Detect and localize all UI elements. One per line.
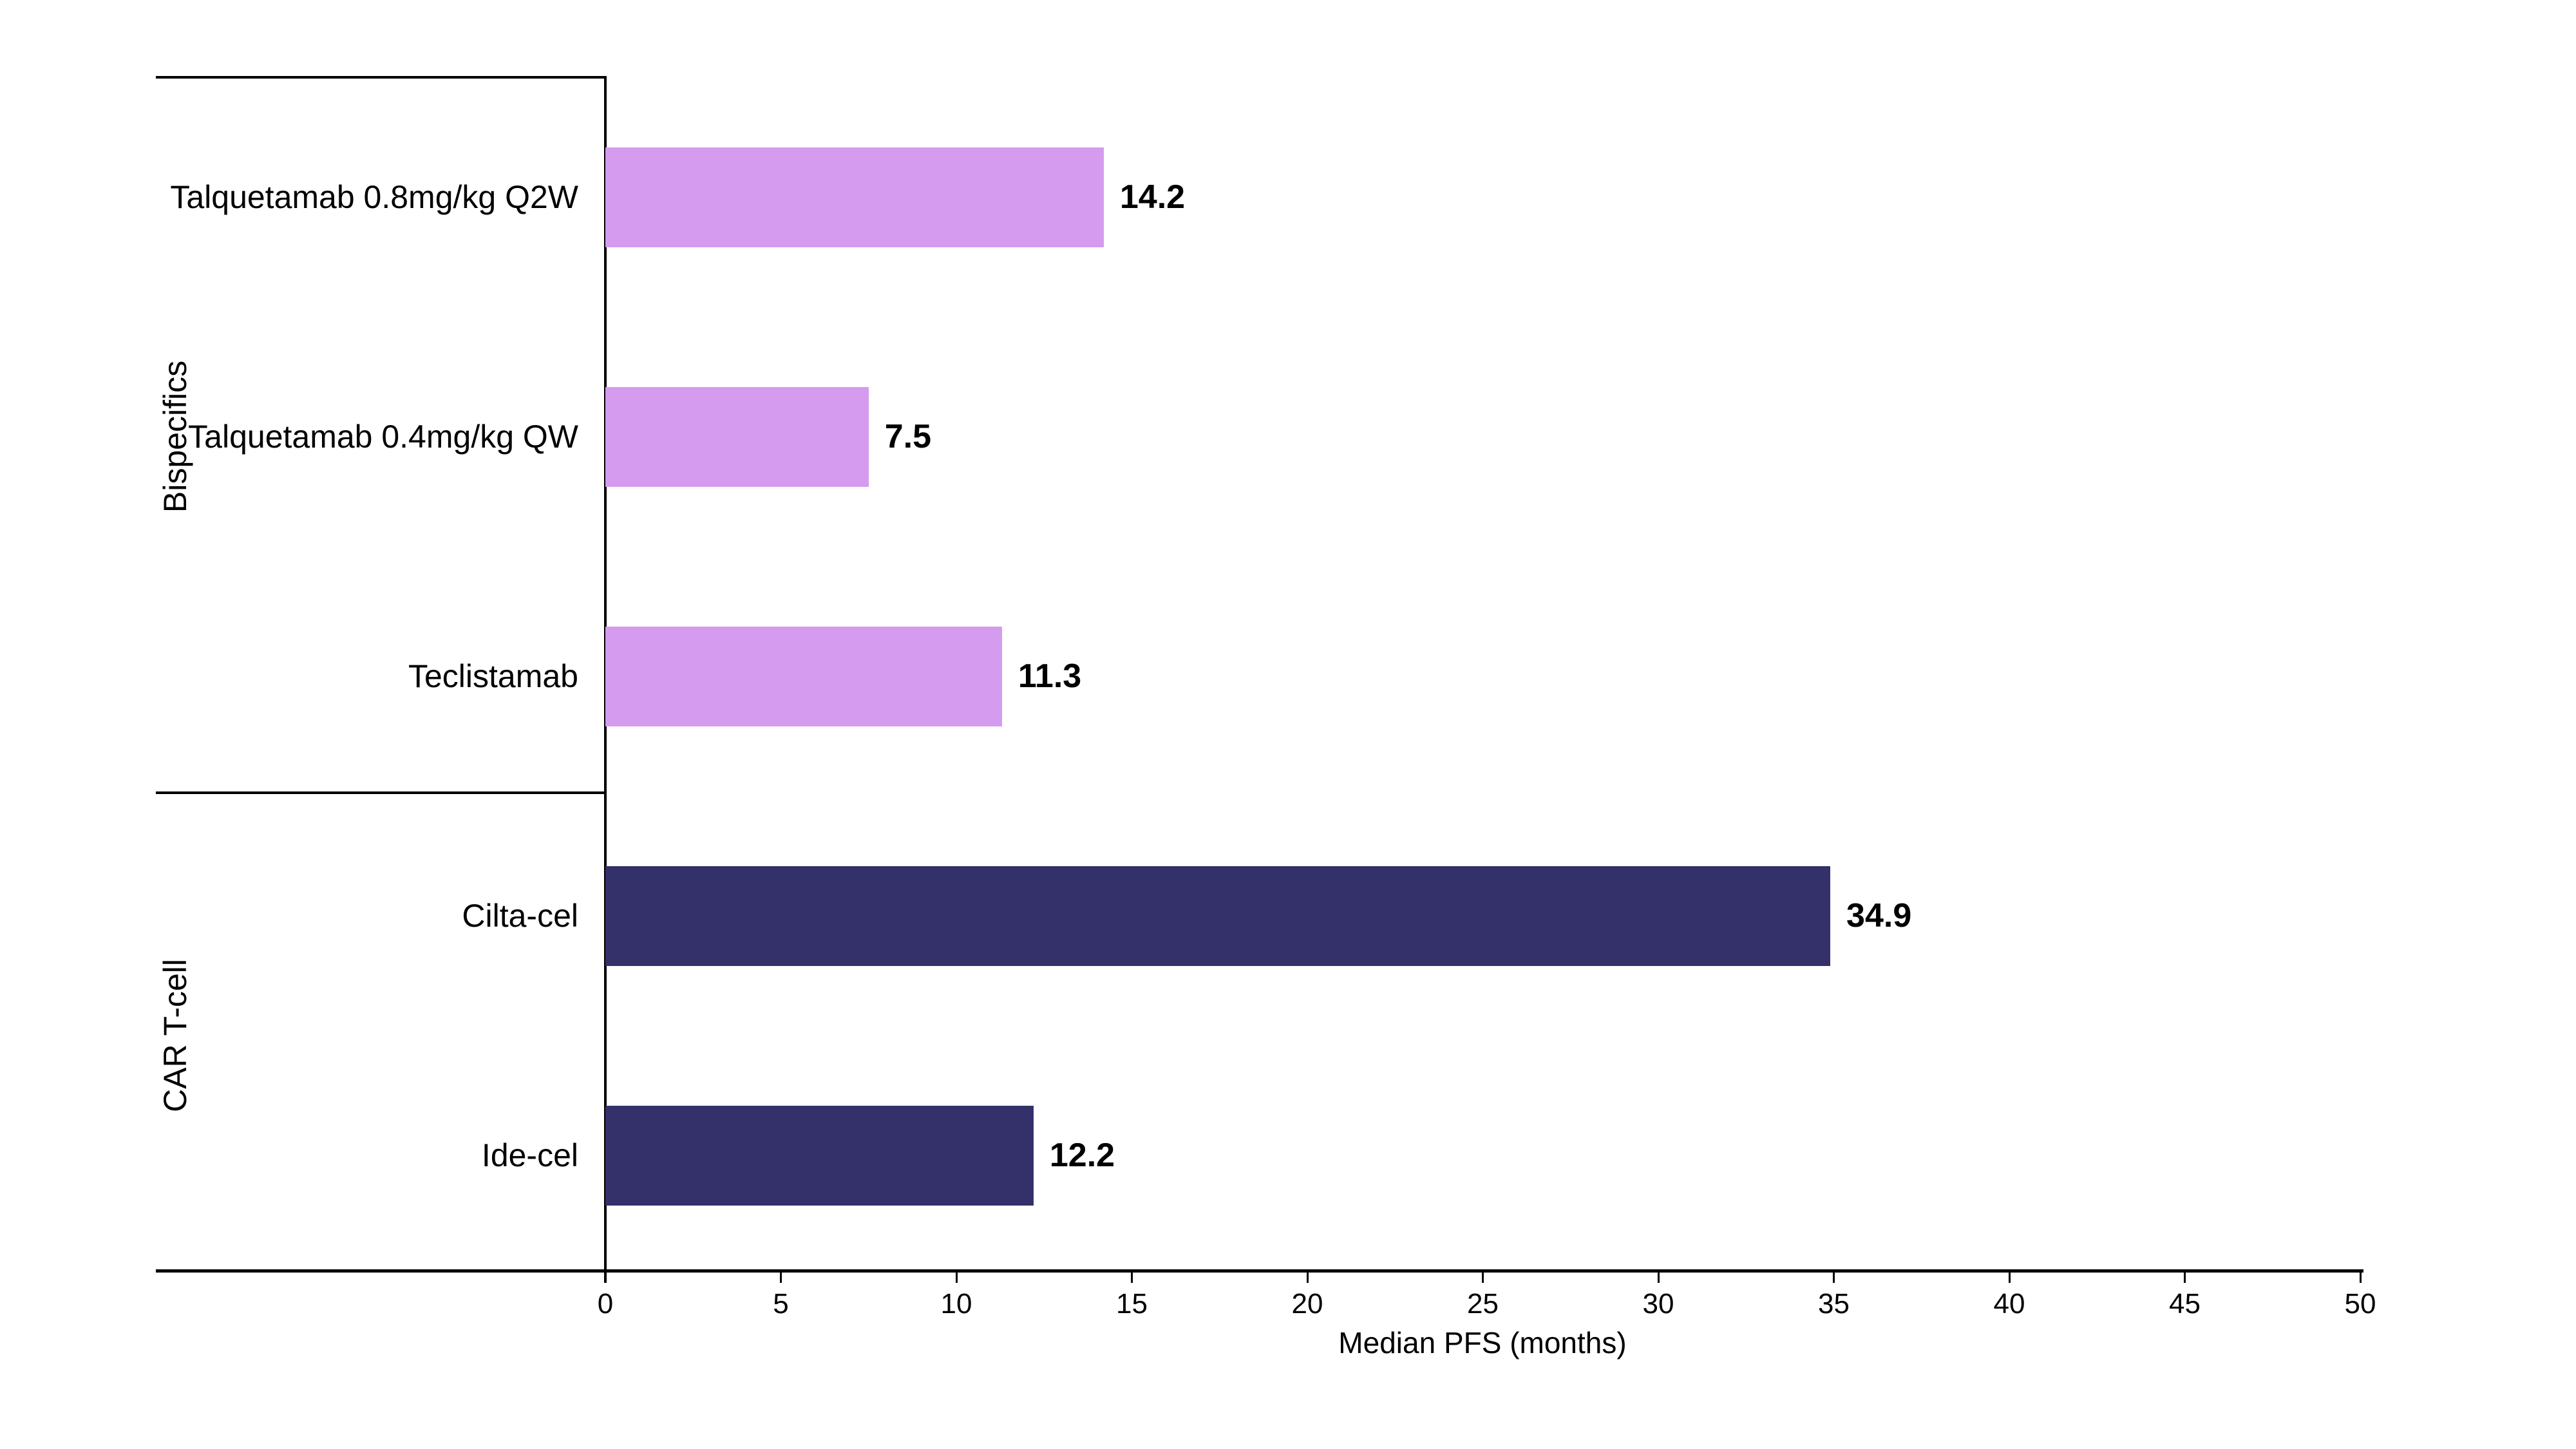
category-label: Ide-cel bbox=[481, 1137, 578, 1173]
x-tick-label: 0 bbox=[597, 1288, 614, 1320]
bar bbox=[605, 1105, 1034, 1206]
x-tick-label: 30 bbox=[1642, 1288, 1674, 1320]
x-tick-label: 15 bbox=[1116, 1288, 1148, 1320]
x-tick bbox=[780, 1273, 782, 1283]
bar-value-label: 34.9 bbox=[1846, 897, 1912, 934]
category-label: Teclistamab bbox=[408, 658, 578, 694]
bar-value-label: 14.2 bbox=[1119, 178, 1186, 216]
category-label: Talquetamab 0.8mg/kg Q2W bbox=[170, 179, 578, 215]
x-tick-label: 5 bbox=[773, 1288, 789, 1320]
group-label: Bispecifics bbox=[157, 360, 193, 513]
x-tick-label: 20 bbox=[1291, 1288, 1323, 1320]
bar-value-label: 12.2 bbox=[1049, 1137, 1115, 1174]
x-tick-label: 35 bbox=[1818, 1288, 1850, 1320]
bar bbox=[605, 626, 1002, 726]
x-tick bbox=[2359, 1273, 2362, 1283]
x-axis-line bbox=[156, 1269, 2363, 1273]
x-tick-label: 40 bbox=[1993, 1288, 2025, 1320]
category-label: Talquetamab 0.4mg/kg QW bbox=[188, 419, 578, 455]
x-tick bbox=[2184, 1273, 2186, 1283]
bar-value-label: 7.5 bbox=[884, 418, 932, 455]
bar bbox=[605, 386, 869, 487]
group-divider-line bbox=[156, 791, 607, 794]
bar bbox=[605, 866, 1831, 966]
x-tick bbox=[1833, 1273, 1835, 1283]
x-tick-label: 45 bbox=[2169, 1288, 2201, 1320]
x-tick bbox=[1657, 1273, 1660, 1283]
group-label: CAR T-cell bbox=[157, 958, 193, 1113]
bar-value-label: 11.3 bbox=[1018, 658, 1082, 695]
x-tick-label: 10 bbox=[940, 1288, 972, 1320]
x-tick bbox=[1482, 1273, 1484, 1283]
bar bbox=[605, 147, 1104, 247]
group-bracket-top-line bbox=[156, 76, 607, 79]
x-tick bbox=[2008, 1273, 2011, 1283]
x-tick-label: 50 bbox=[2344, 1288, 2376, 1320]
x-tick bbox=[955, 1273, 958, 1283]
category-label: Cilta-cel bbox=[462, 898, 578, 934]
x-tick bbox=[1306, 1273, 1309, 1283]
x-axis-label: Median PFS (months) bbox=[1338, 1326, 1627, 1359]
x-tick bbox=[604, 1273, 607, 1283]
x-tick bbox=[1131, 1273, 1133, 1283]
x-tick-label: 25 bbox=[1467, 1288, 1499, 1320]
